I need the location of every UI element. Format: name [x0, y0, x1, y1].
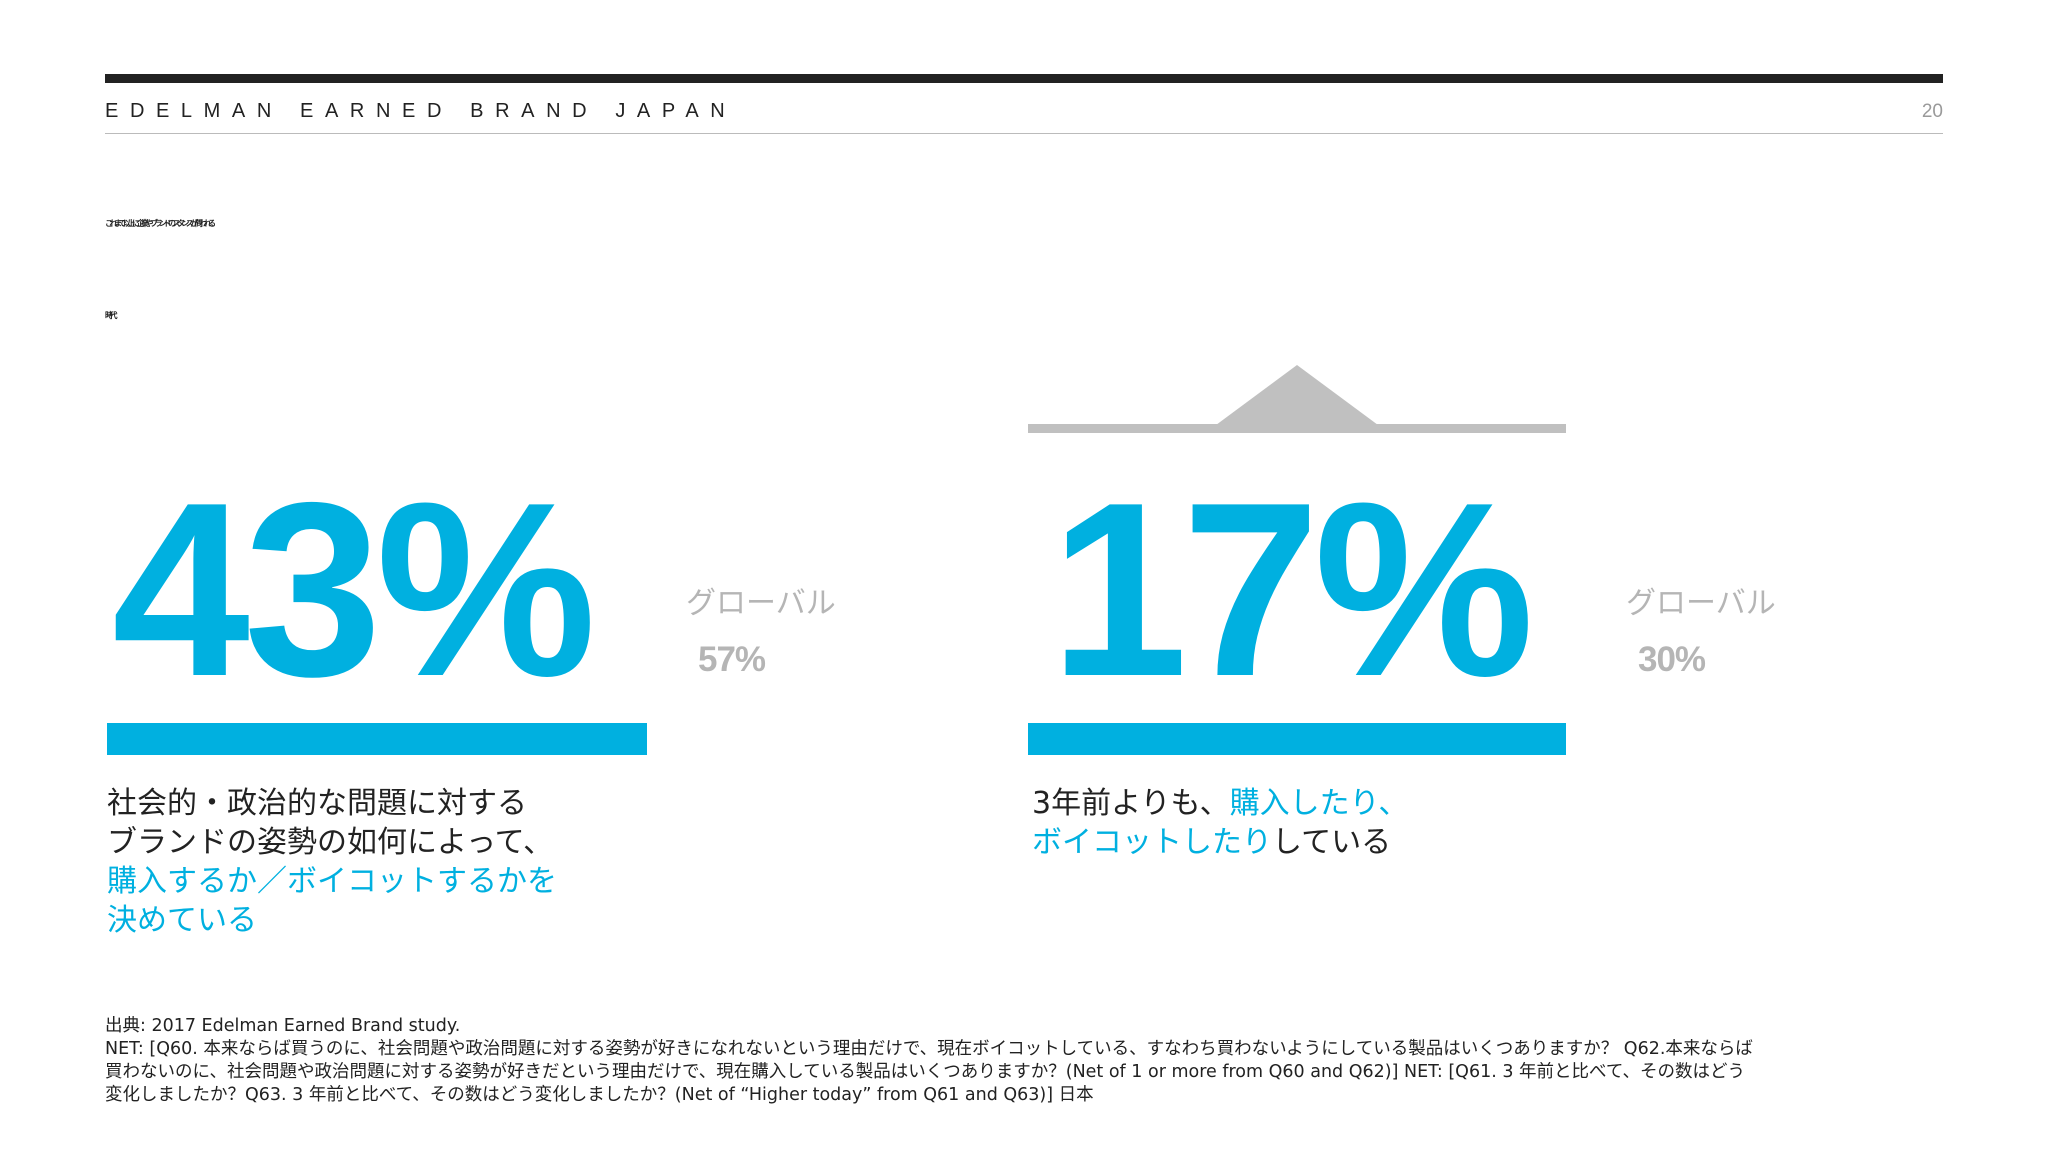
footnote-line-3: 買わないのに、社会問題や政治問題に対する姿勢が好きだという理由だけで、現在購入し…	[105, 1062, 1745, 1082]
stat-right-desc-line-2-highlight: ボイコットしたり	[1032, 825, 1272, 860]
stat-left-desc-line-4: 決めている	[107, 903, 257, 938]
footnote-line-1: 出典: 2017 Edelman Earned Brand study.	[105, 1016, 461, 1036]
stat-right-global-label: グローバル	[1626, 586, 1776, 621]
source-footnote: 出典: 2017 Edelman Earned Brand study. NET…	[105, 1015, 1945, 1107]
increase-marker-triangle	[1216, 365, 1378, 425]
stat-left-global-value: 57%	[698, 640, 766, 679]
stat-left-global-label: グローバル	[686, 586, 836, 621]
page-number: 20	[1921, 101, 1943, 122]
stat-right-description: 3年前よりも、購入したり、 ボイコットしたりしている	[1032, 784, 1408, 862]
stat-right-desc-line-2: ボイコットしたりしている	[1032, 823, 1408, 862]
stat-right-value: 17%	[1050, 450, 1534, 728]
header-brand-label: EDELMAN EARNED BRAND JAPAN	[105, 100, 737, 122]
footnote-line-2: NET: [Q60. 本来ならば買うのに、社会問題や政治問題に対する姿勢が好きに…	[105, 1039, 1753, 1059]
stat-right-desc-line-1: 3年前よりも、購入したり、	[1032, 784, 1408, 823]
stat-left-desc-line-1: 社会的・政治的な問題に対する	[107, 786, 527, 821]
top-rule	[105, 74, 1943, 83]
page-title-line-1: これまで以上に企業やブランドのスタンスが問われる	[105, 219, 216, 228]
header-divider	[105, 133, 1943, 134]
page-title-line-2: 時代	[105, 311, 118, 320]
page-title: これまで以上に企業やブランドのスタンスが問われる 時代	[105, 178, 1965, 362]
stat-left-accent-bar	[107, 723, 647, 755]
stat-right-desc-line-1-highlight: 購入したり、	[1229, 786, 1409, 821]
stat-right-global-value: 30%	[1638, 640, 1706, 679]
stat-left-description: 社会的・政治的な問題に対する ブランドの姿勢の如何によって、 購入するか／ボイコ…	[107, 784, 557, 940]
stat-left-value: 43%	[112, 450, 596, 728]
stat-right-accent-bar	[1028, 723, 1566, 755]
increase-marker-icon	[1028, 365, 1566, 433]
stat-left-desc-line-3: 購入するか／ボイコットするかを	[107, 864, 557, 899]
stat-left-desc-line-2: ブランドの姿勢の如何によって、	[107, 825, 554, 860]
increase-marker-base	[1028, 424, 1566, 433]
footnote-line-4: 変化しましたか？Q63. 3 年前と比べて、その数はどう変化しましたか？(Net…	[105, 1085, 1094, 1105]
stat-right-desc-line-2-plain: している	[1272, 825, 1392, 860]
stat-right-desc-line-1-plain: 3年前よりも、	[1032, 786, 1230, 821]
